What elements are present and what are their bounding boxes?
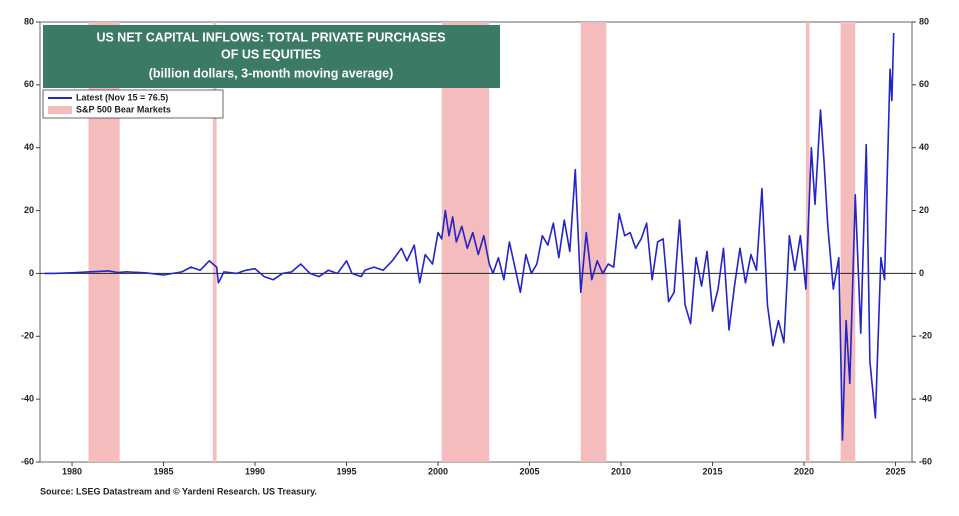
x-tick-label: 2015 (703, 466, 723, 476)
y-tick-label: 40 (24, 142, 34, 152)
x-tick-label: 2020 (794, 466, 814, 476)
y2-tick-label: -40 (919, 394, 932, 404)
legend-label: Latest (Nov 15 = 76.5) (76, 92, 168, 102)
x-tick-label: 2000 (428, 466, 448, 476)
y2-tick-label: 40 (919, 142, 929, 152)
y-tick-label: 20 (24, 205, 34, 215)
y-tick-label: 0 (29, 268, 34, 278)
chart-title: OF US EQUITIES (221, 47, 321, 61)
x-tick-label: 1985 (154, 466, 174, 476)
bear-market (212, 22, 217, 462)
chart-title: US NET CAPITAL INFLOWS: TOTAL PRIVATE PU… (96, 30, 445, 44)
legend-label: S&P 500 Bear Markets (76, 104, 171, 114)
y-tick-label: -20 (21, 331, 34, 341)
bear-market (840, 22, 856, 462)
x-tick-label: 2025 (886, 466, 906, 476)
lines (44, 32, 895, 441)
series-line (44, 32, 895, 441)
x-tick-label: 2005 (520, 466, 540, 476)
x-tick-label: 1990 (245, 466, 265, 476)
source: Source: LSEG Datastream and © Yardeni Re… (40, 486, 317, 496)
y-tick-label: 60 (24, 79, 34, 89)
legend (42, 89, 224, 119)
x-tick-label: 1995 (337, 466, 357, 476)
y-tick-label: -60 (21, 456, 34, 466)
axes: -60 -40 -20 0 20 40 60 80 -60 -40 -20 0 20 40 60 80 1980… (21, 16, 932, 476)
x-tick-label: 2010 (611, 466, 631, 476)
legend-swatch (48, 106, 72, 114)
y2-tick-label: 20 (919, 205, 929, 215)
y-tick-label: 80 (24, 16, 34, 26)
title-box (43, 25, 500, 88)
y2-tick-label: 0 (919, 268, 924, 278)
y2-tick-label: -20 (919, 331, 932, 341)
y2-tick-label: 80 (919, 16, 929, 26)
y-tick-label: -40 (21, 394, 34, 404)
y2-tick-label: 60 (919, 79, 929, 89)
y2-tick-label: -60 (919, 456, 932, 466)
x-tick-label: 1980 (62, 466, 82, 476)
chart-subtitle: (billion dollars, 3-month moving average… (149, 66, 393, 80)
